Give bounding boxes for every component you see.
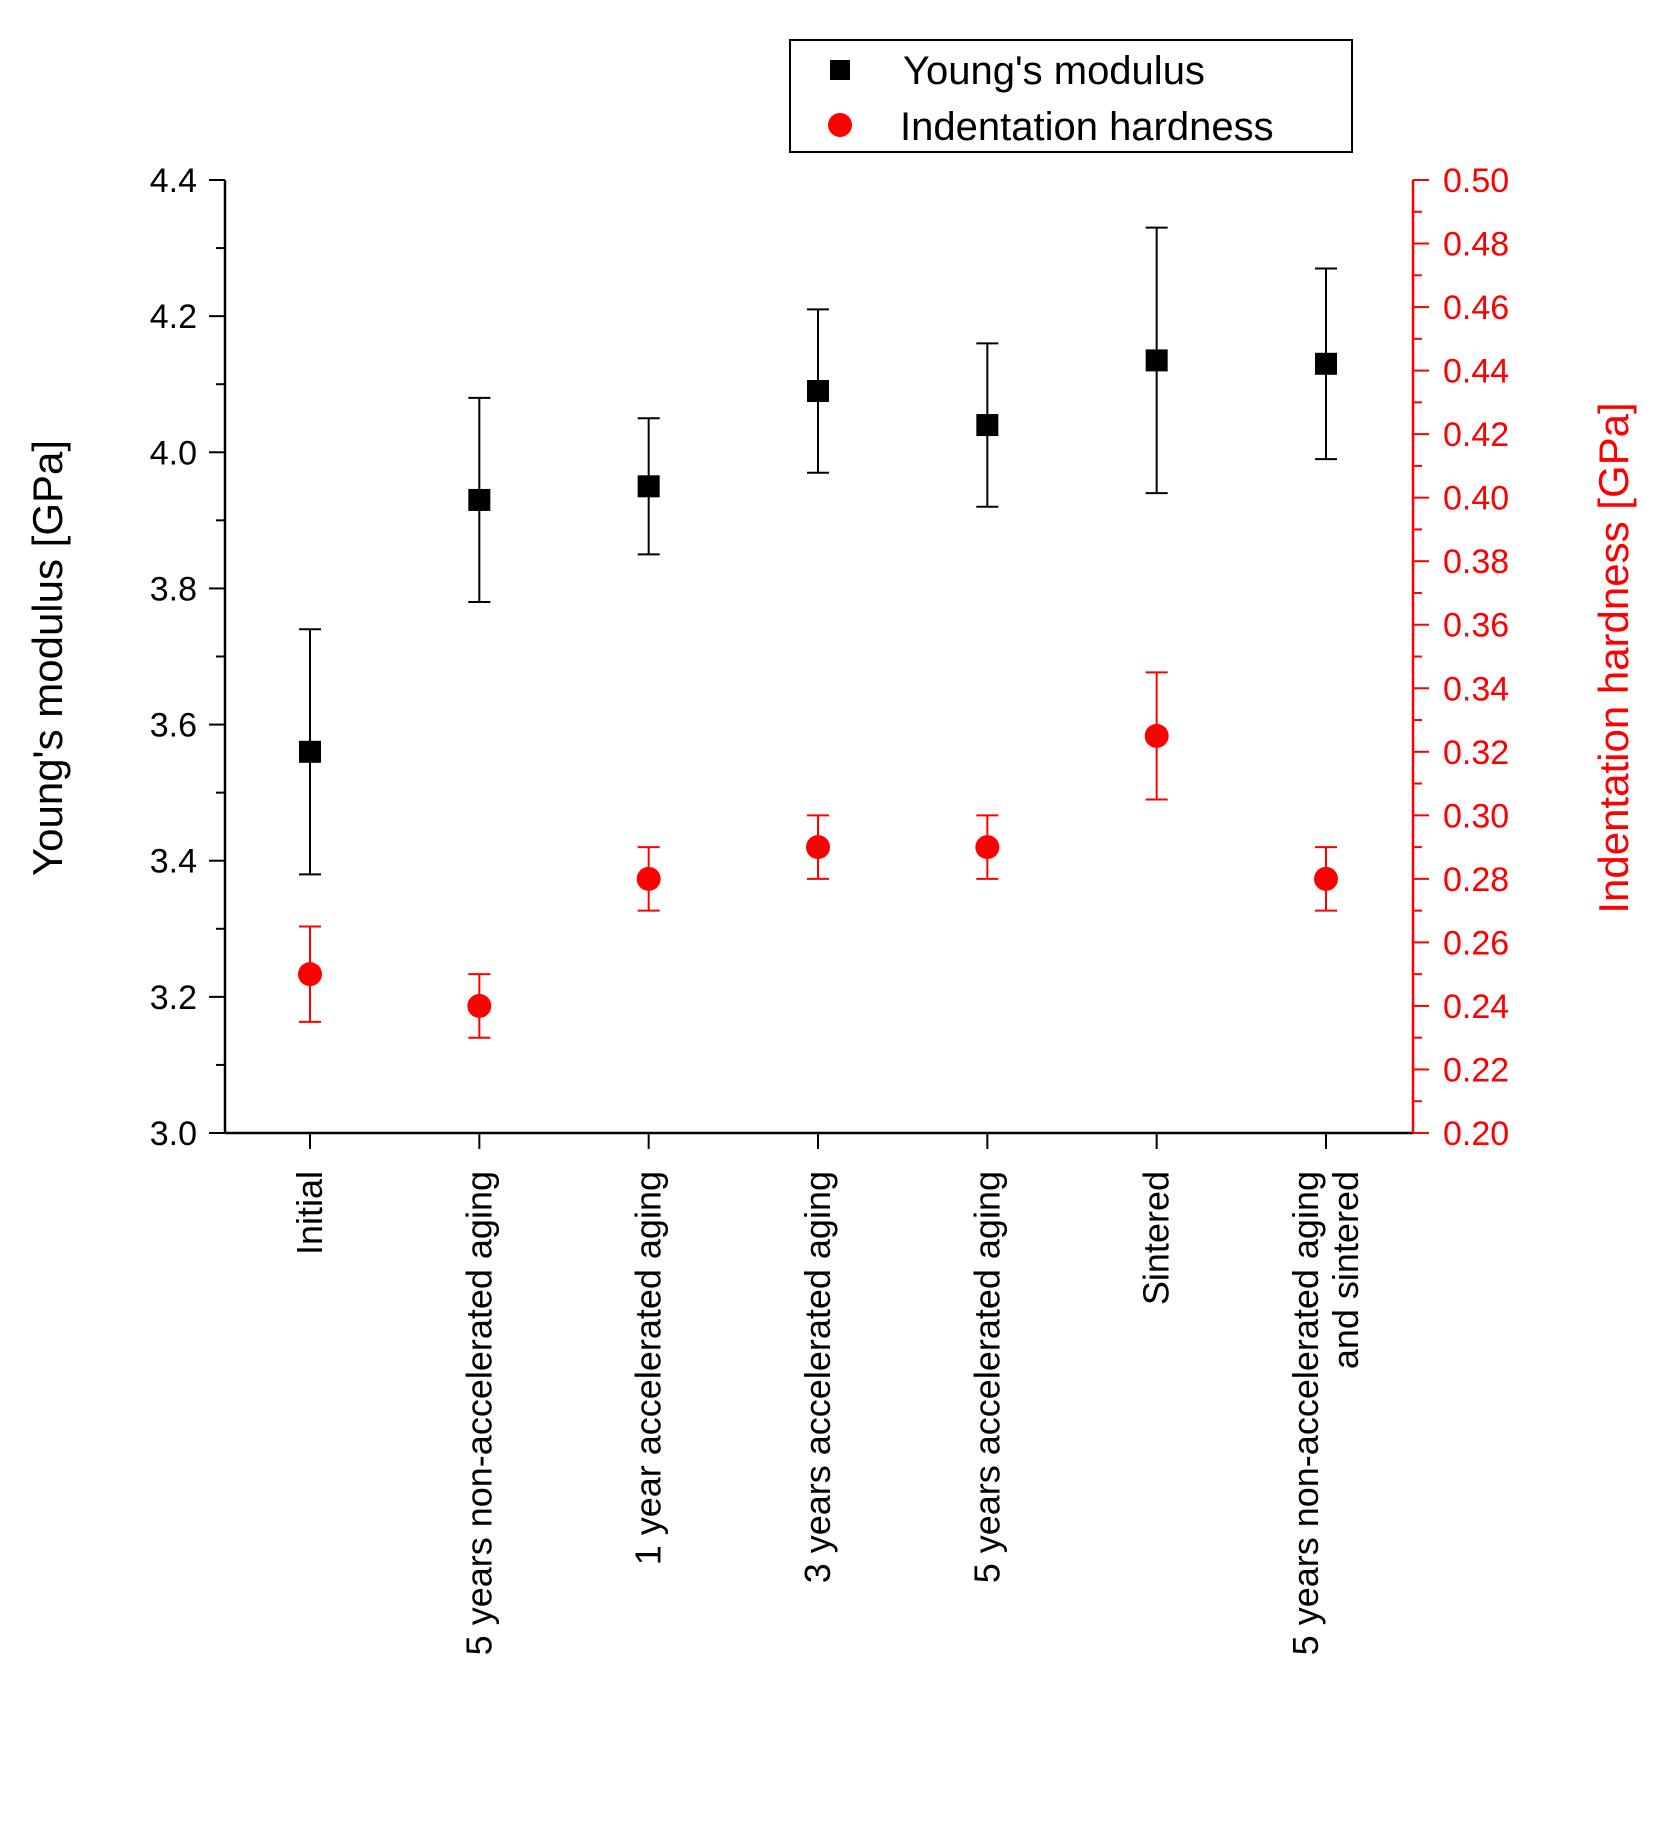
x-category-label: 5 years accelerated aging [966, 1171, 1007, 1583]
right-axis-title: Indentation hardness [GPa] [1590, 402, 1637, 913]
left-tick-label: 4.0 [150, 434, 197, 472]
right-tick-label: 0.38 [1443, 543, 1509, 581]
data-marks [298, 226, 1338, 1039]
x-category-label: 3 years accelerated aging [797, 1171, 838, 1583]
youngs-modulus-point [1145, 349, 1168, 372]
right-tick-label: 0.24 [1443, 988, 1509, 1026]
left-axis-title: Young's modulus [GPa] [24, 440, 71, 876]
indentation-hardness-point [298, 962, 322, 987]
right-tick-label: 0.34 [1443, 670, 1509, 708]
youngs-modulus-point [807, 380, 829, 403]
right-tick-label: 0.44 [1443, 353, 1509, 391]
x-category-label: 5 years non-accelerated aging [458, 1171, 499, 1655]
left-tick-label: 4.4 [150, 162, 197, 200]
x-category-label: 1 year accelerated aging [628, 1171, 669, 1565]
youngs-modulus-point [468, 488, 491, 511]
right-tick-label: 0.26 [1443, 924, 1509, 962]
left-tick-label: 3.6 [150, 707, 197, 745]
youngs-modulus-point [976, 414, 999, 437]
x-category-label: Sintered [1136, 1171, 1177, 1305]
right-tick-label: 0.32 [1443, 734, 1509, 772]
right-tick-label: 0.22 [1443, 1051, 1509, 1089]
indentation-hardness-point [1144, 723, 1169, 748]
youngs-modulus-point [1315, 352, 1337, 375]
right-tick-label: 0.36 [1443, 607, 1509, 645]
youngs-modulus-point [299, 740, 321, 763]
left-tick-label: 3.2 [150, 979, 197, 1017]
legend-box [789, 39, 1353, 153]
youngs-modulus-point [637, 475, 660, 498]
right-tick-label: 0.28 [1443, 861, 1509, 899]
category-labels: Initial 5 years non-accelerated aging 1 ye… [289, 1133, 1366, 1655]
indentation-hardness-point [636, 866, 661, 891]
indentation-hardness-point [806, 835, 830, 860]
right-tick-label: 0.40 [1443, 480, 1509, 518]
indentation-hardness-point [467, 993, 492, 1018]
legend-square-marker [830, 60, 850, 80]
left-tick-label: 3.4 [150, 843, 197, 881]
x-category-label: 5 years non-accelerated aging [1285, 1171, 1326, 1655]
x-category-label: Initial [289, 1171, 330, 1255]
right-tick-label: 0.46 [1443, 289, 1509, 327]
x-category-label: and sintered [1325, 1171, 1366, 1369]
left-tick-label: 3.8 [150, 570, 197, 608]
indentation-hardness-point [1314, 866, 1338, 891]
legend-label-youngs-modulus: Young's modulus [903, 49, 1205, 93]
left-tick-label: 3.0 [150, 1115, 197, 1153]
legend: Young's modulus Indentation hardness [789, 39, 1353, 153]
legend-circle-marker [828, 113, 852, 137]
indentation-hardness-point [975, 835, 1000, 860]
ticks: 3.0 3.2 3.4 3.6 3.8 4.0 4.2 4.4 0.20 0.22 0.24 0.26… [150, 162, 1509, 1153]
right-tick-label: 0.48 [1443, 226, 1509, 264]
right-tick-label: 0.30 [1443, 797, 1509, 835]
right-tick-label: 0.42 [1443, 416, 1509, 454]
legend-label-indentation-hardness: Indentation hardness [900, 105, 1274, 149]
right-tick-label: 0.50 [1443, 162, 1509, 200]
right-tick-label: 0.20 [1443, 1115, 1509, 1153]
left-tick-label: 4.2 [150, 298, 197, 336]
